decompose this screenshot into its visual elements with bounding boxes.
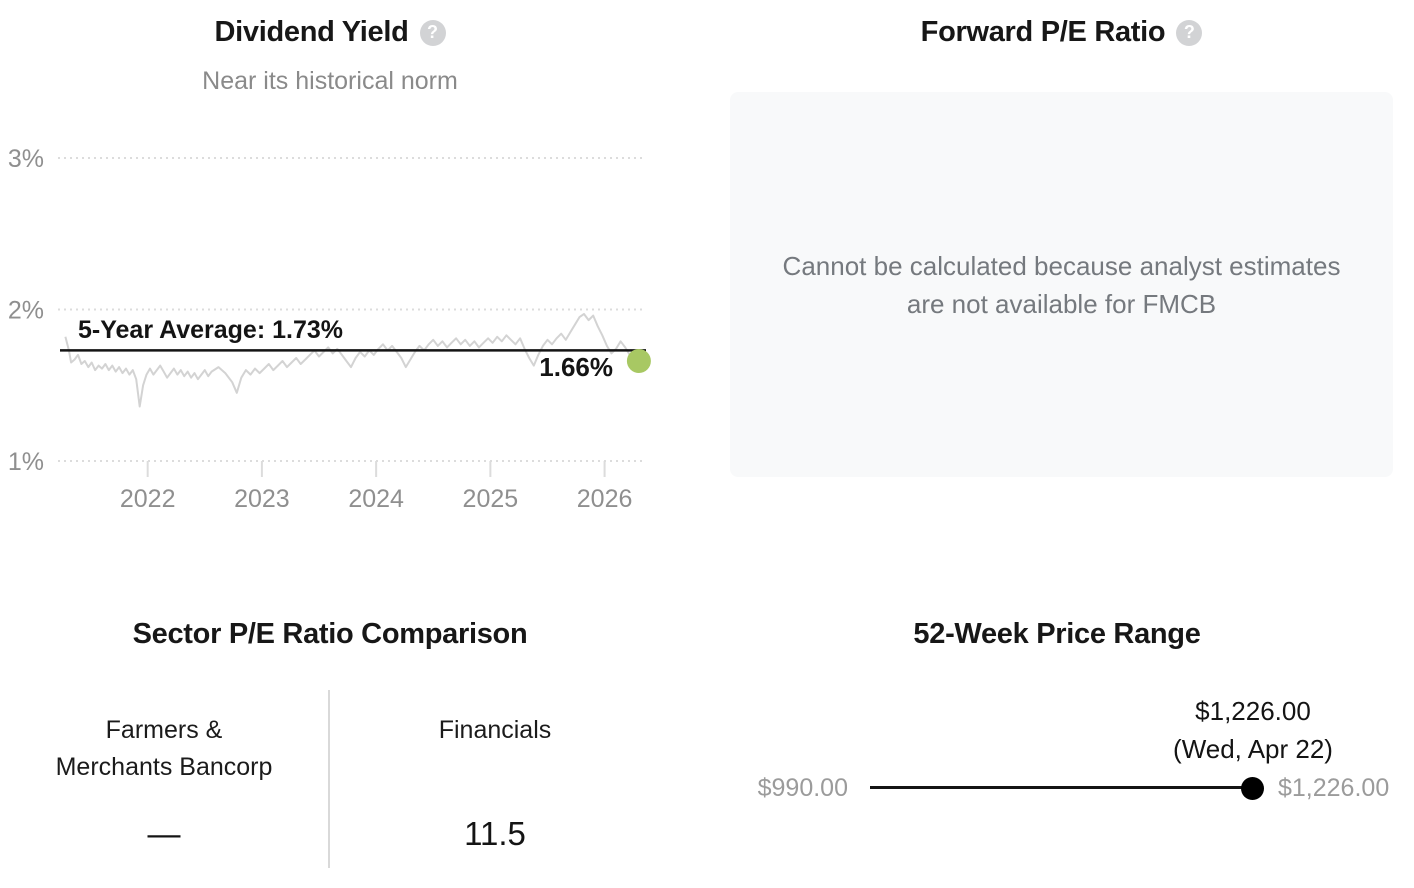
x-axis-tick-label: 2025 [463,485,519,513]
company-name-label: Farmers & Merchants Bancorp [0,712,328,788]
range-high-label: $1,226.00 [1278,774,1390,802]
dividend-yield-subtitle: Near its historical norm [202,67,458,95]
dividend-yield-title: Dividend Yield [214,16,409,48]
current-price-label: $1,226.00 (Wed, Apr 22) [1113,692,1393,768]
current-yield-label: 1.66% [539,352,613,382]
range-low-label: $990.00 [757,774,848,802]
forward-pe-message: Cannot be calculated because analyst est… [782,250,1341,319]
x-axis-tick-label: 2022 [120,485,176,513]
sector-pe-title: Sector P/E Ratio Comparison [132,618,528,650]
dividend-yield-panel: Dividend Yield ? Near its historical nor… [0,0,660,560]
x-axis-tick-label: 2023 [234,485,290,513]
x-axis-tick-label: 2024 [348,485,404,513]
current-price-date: (Wed, Apr 22) [1173,734,1333,764]
company-name-line-1: Farmers & [105,716,223,744]
sector-company-column: Farmers & Merchants Bancorp — [0,690,330,868]
forward-pe-panel: Forward P/E Ratio ? Cannot be calculated… [730,0,1393,560]
sector-pe-value: 11.5 [464,815,526,852]
forward-pe-title-row: Forward P/E Ratio ? [730,16,1393,49]
range-line [870,786,1252,789]
forward-pe-title: Forward P/E Ratio [920,16,1166,48]
help-icon[interactable]: ? [419,19,446,46]
sector-pe-panel: Sector P/E Ratio Comparison Farmers & Me… [0,600,660,888]
sector-financials-column: Financials 11.5 [330,690,660,868]
current-price-dot [1241,777,1264,800]
company-pe-value: — [147,815,181,852]
company-name-line-2: Merchants Bancorp [55,753,273,781]
current-price-value: $1,226.00 [1195,696,1311,726]
price-range-title: 52-Week Price Range [913,618,1201,650]
current-yield-marker-dot [626,349,651,373]
forward-pe-message-box: Cannot be calculated because analyst est… [730,92,1393,477]
dividend-yield-chart: 3% 2% 1% 2022 2023 2024 2025 2026 5-Year Average… [8,145,651,513]
y-axis-tick-label: 1% [8,448,44,476]
sector-name-line-1: Financials [438,716,552,744]
x-axis-tick-label: 2026 [577,485,633,513]
sector-name-label: Financials [330,712,660,788]
five-year-average-label: 5-Year Average: 1.73% [78,316,343,344]
y-axis-tick-label: 3% [8,145,44,173]
price-range-panel: 52-Week Price Range $1,226.00 (Wed, Apr … [700,600,1414,888]
help-icon[interactable]: ? [1176,19,1203,46]
dividend-yield-title-row: Dividend Yield ? [0,16,660,49]
y-axis-tick-label: 2% [8,297,44,325]
sector-pe-columns: Farmers & Merchants Bancorp — Financials… [0,690,660,868]
